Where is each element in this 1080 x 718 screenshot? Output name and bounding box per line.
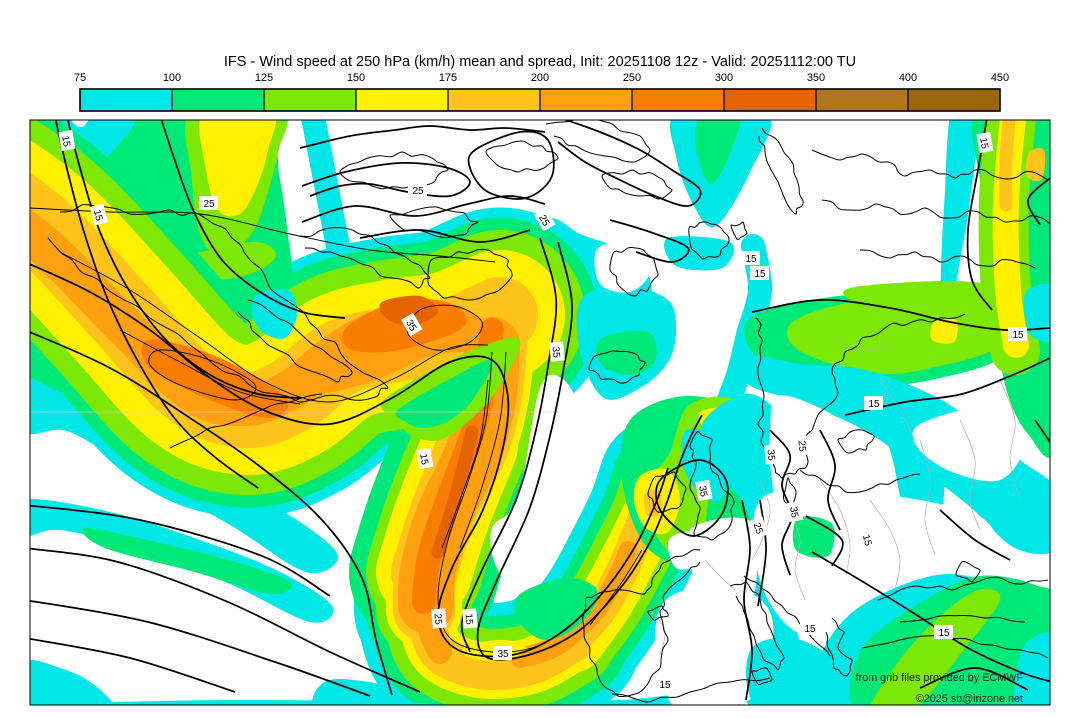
svg-text:35: 35 [497, 649, 509, 660]
svg-text:15: 15 [754, 269, 766, 280]
svg-text:15: 15 [860, 534, 874, 548]
svg-text:IFS - Wind speed at 250 hPa (k: IFS - Wind speed at 250 hPa (km/h) mean … [224, 54, 856, 70]
svg-text:15: 15 [938, 628, 950, 639]
svg-text:35: 35 [696, 485, 709, 498]
svg-text:125: 125 [255, 72, 273, 84]
svg-text:35: 35 [765, 449, 777, 461]
svg-text:15: 15 [804, 624, 816, 635]
svg-text:75: 75 [74, 72, 86, 84]
svg-text:175: 175 [439, 72, 457, 84]
svg-text:from grib files provided by EC: from grib files provided by ECMWF [856, 672, 1024, 684]
svg-text:25: 25 [203, 199, 215, 210]
svg-text:25: 25 [432, 613, 444, 625]
svg-text:15: 15 [417, 453, 430, 466]
svg-text:15: 15 [463, 613, 475, 625]
svg-text:25: 25 [796, 440, 808, 452]
svg-text:25: 25 [412, 186, 424, 197]
svg-text:100: 100 [163, 72, 181, 84]
svg-text:15: 15 [977, 137, 990, 150]
svg-text:35: 35 [403, 318, 418, 334]
svg-text:450: 450 [991, 72, 1009, 84]
svg-text:15: 15 [745, 254, 757, 265]
svg-text:©2025 sb@irizone.net: ©2025 sb@irizone.net [916, 693, 1023, 705]
svg-text:350: 350 [807, 72, 825, 84]
svg-text:250: 250 [623, 72, 641, 84]
svg-text:200: 200 [531, 72, 549, 84]
svg-text:300: 300 [715, 72, 733, 84]
svg-text:15: 15 [868, 399, 880, 410]
svg-text:35: 35 [787, 506, 800, 519]
svg-text:25: 25 [751, 521, 765, 536]
svg-text:35: 35 [550, 346, 562, 358]
svg-text:15: 15 [1012, 330, 1024, 341]
svg-text:15: 15 [59, 135, 72, 148]
svg-text:25: 25 [536, 213, 551, 229]
svg-text:400: 400 [899, 72, 917, 84]
svg-text:15: 15 [659, 680, 671, 691]
svg-text:150: 150 [347, 72, 365, 84]
svg-text:15: 15 [91, 209, 105, 223]
